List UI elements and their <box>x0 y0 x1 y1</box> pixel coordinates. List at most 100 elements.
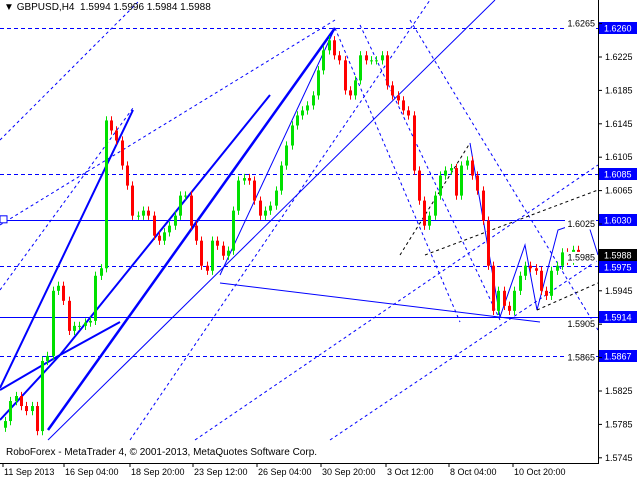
x-tick-label: 10 Oct 20:00 <box>514 467 566 477</box>
candle-body <box>15 396 18 402</box>
candle-body <box>195 225 198 241</box>
candle-body <box>476 175 479 191</box>
candle-body <box>153 215 156 236</box>
candle-body <box>253 180 256 201</box>
candle-body <box>100 268 103 276</box>
y-tick-label: 1.5745 <box>605 453 633 463</box>
candle-body <box>62 285 65 301</box>
candle-body <box>94 275 97 321</box>
candle-body <box>216 240 219 246</box>
y-tick-label: 1.5985 <box>567 252 595 262</box>
candle-body <box>68 300 71 331</box>
candle-body <box>381 55 384 61</box>
level-price-label-bg <box>599 214 637 226</box>
y-tick-label: 1.5825 <box>605 386 633 396</box>
level-price-label-bg <box>599 350 637 362</box>
level-price-label: 1.6260 <box>604 24 632 34</box>
candle-body <box>84 322 87 326</box>
trend-line <box>0 109 134 389</box>
candle-body <box>407 110 410 116</box>
candle-body <box>52 290 55 356</box>
candle-body <box>105 120 108 269</box>
level-price-label: 1.6085 <box>604 170 632 180</box>
y-tick-label-bg <box>565 18 596 30</box>
trend-line <box>59 94 271 356</box>
chart-header: ▼ GBPUSD,H4 1.5994 1.5996 1.5984 1.5988 <box>4 2 211 13</box>
fan-line <box>0 19 336 226</box>
candle-body <box>184 195 187 197</box>
candle-body <box>168 225 171 233</box>
time-axis[interactable]: 11 Sep 2013 16 Sep 04:00 18 Sep 20:00 23 Se… <box>2 463 566 477</box>
candle-body <box>9 401 12 422</box>
candle-body <box>460 165 463 196</box>
candle-body <box>466 160 469 166</box>
candle-body <box>174 215 177 226</box>
candle-body <box>110 120 113 131</box>
level-price-label: 1.5975 <box>604 263 632 273</box>
candle-body <box>418 170 421 201</box>
price-axis[interactable]: 1.6265 1.6225 1.6185 1.6145 1.6105 1.6065 1.60… <box>565 18 633 463</box>
fan-line <box>329 259 599 441</box>
x-tick-label: 16 Sep 04:00 <box>65 467 119 477</box>
candle-body <box>237 180 240 211</box>
candle-body <box>4 421 7 428</box>
candle-body <box>121 140 124 166</box>
candle-body <box>535 268 538 271</box>
candle-body <box>301 110 304 116</box>
candle-body <box>508 305 511 311</box>
x-tick-label: 23 Sep 12:00 <box>194 467 248 477</box>
y-tick-label: 1.6265 <box>567 19 595 29</box>
candle-body <box>285 145 288 166</box>
candle-body <box>375 60 378 62</box>
low-value: 1.5984 <box>146 2 178 13</box>
y-tick-label: 1.5785 <box>605 419 633 429</box>
candle-body <box>402 100 405 111</box>
fan-line <box>194 164 599 441</box>
candle-body <box>211 240 214 271</box>
candle-body <box>115 130 118 141</box>
fan-line <box>0 0 141 141</box>
level-price-label-bg <box>599 311 637 323</box>
candle-body <box>434 195 437 216</box>
y-tick-label-bg <box>565 251 596 263</box>
candle-body <box>550 270 553 296</box>
y-tick-label: 1.6145 <box>605 119 633 129</box>
candle-body <box>413 115 416 171</box>
candle-body <box>243 178 246 181</box>
candle-body <box>163 232 166 241</box>
candle-body <box>482 190 485 221</box>
candle-body <box>137 215 140 217</box>
candle-body <box>423 200 426 226</box>
candle-body <box>190 195 193 226</box>
candle-body <box>365 55 368 61</box>
candle-body <box>540 270 543 291</box>
candle-body <box>428 215 431 226</box>
candle-body <box>269 205 272 211</box>
last-price-label: 1.5988 <box>604 251 632 261</box>
y-tick-label: 1.6065 <box>605 186 633 196</box>
candle-body <box>513 290 516 311</box>
price-labels: 1.6260 1.6085 1.6030 1.5988 1.5975 1.5914 1.58… <box>599 22 637 362</box>
candle-body <box>248 178 251 181</box>
candle-body <box>439 175 442 196</box>
candle-body <box>349 90 352 96</box>
level-price-label-bg <box>599 22 637 34</box>
dropdown-triangle-icon[interactable]: ▼ <box>4 2 14 13</box>
candle-body <box>359 55 362 81</box>
y-tick-label-bg <box>565 352 596 364</box>
candle-body <box>275 190 278 206</box>
level-price-label: 1.5914 <box>604 313 632 323</box>
candle-body <box>450 168 453 171</box>
candle-body <box>524 265 527 276</box>
y-tick-label: 1.5945 <box>605 286 633 296</box>
x-tick-label: 3 Oct 12:00 <box>387 467 434 477</box>
candle-body <box>455 168 458 196</box>
horizontal-levels <box>0 28 598 357</box>
y-tick-label: 1.5905 <box>567 319 595 329</box>
candle-body <box>73 325 76 331</box>
candle-body <box>147 210 150 216</box>
candle-body <box>444 170 447 176</box>
candle-body <box>179 195 182 216</box>
trend-line <box>219 282 541 323</box>
